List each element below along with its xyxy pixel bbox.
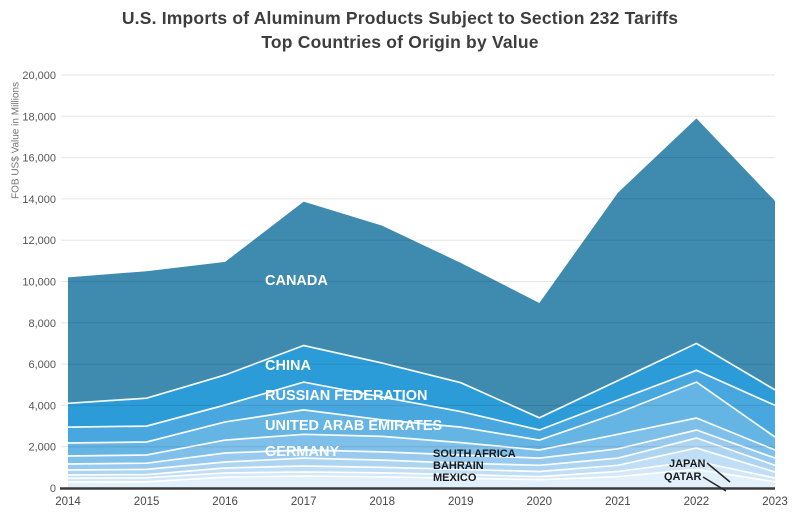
- layer-boundary-south-africa: [67, 429, 776, 465]
- x-tick-label: 2021: [605, 496, 631, 508]
- y-tick-label: 10,000: [22, 277, 56, 289]
- layer-boundary-bahrain: [67, 437, 776, 471]
- area-layer-china: [68, 343, 775, 430]
- layer-boundary-germany: [67, 417, 776, 457]
- y-tick-label: 12,000: [22, 235, 56, 247]
- chart-subtitle: Top Countries of Origin by Value: [261, 32, 539, 52]
- area-layer-qatar: [68, 469, 775, 488]
- country-label-russian-federation: RUSSIAN FEDERATION: [265, 388, 427, 404]
- x-tick-label: 2015: [134, 496, 160, 508]
- area-layer-bahrain: [68, 438, 775, 475]
- leader-line: [706, 462, 731, 483]
- area-layer-russian-federation: [68, 370, 775, 443]
- chart-title: U.S. Imports of Aluminum Products Subjec…: [121, 8, 679, 28]
- layer-boundary-united-arab-emirates: [67, 381, 776, 444]
- layer-boundary-japan: [67, 460, 776, 479]
- leader-line: [702, 476, 727, 492]
- x-tick-label: 2014: [55, 496, 81, 508]
- y-tick-label: 6,000: [28, 359, 56, 371]
- country-label-bahrain: BAHRAIN: [433, 460, 484, 472]
- x-tick-label: 2018: [369, 496, 395, 508]
- x-tick-label: 2023: [762, 496, 788, 508]
- country-label-china: CHINA: [265, 358, 311, 374]
- country-label-mexico: MEXICO: [433, 472, 477, 484]
- layer-boundary-mexico: [67, 447, 776, 476]
- area-layer-south-africa: [68, 430, 775, 470]
- x-tick-label: 2017: [291, 496, 317, 508]
- country-label-japan: JAPAN: [669, 458, 706, 470]
- area-layer-germany: [68, 418, 775, 464]
- area-layer-canada: [68, 118, 775, 418]
- layer-boundary-qatar: [67, 468, 776, 483]
- y-tick-label: 0: [50, 483, 56, 495]
- area-layer-mexico: [68, 448, 775, 479]
- x-tick-label: 2022: [684, 496, 710, 508]
- y-tick-label: 4,000: [28, 400, 56, 412]
- layer-boundary-china: [67, 342, 776, 419]
- country-label-canada: CANADA: [265, 273, 328, 289]
- y-tick-label: 16,000: [22, 153, 56, 165]
- country-label-south-africa: SOUTH AFRICA: [433, 448, 516, 460]
- x-tick-label: 2019: [448, 496, 474, 508]
- country-label-germany: GERMANY: [265, 444, 339, 460]
- y-tick-label: 14,000: [22, 194, 56, 206]
- x-tick-label: 2020: [527, 496, 553, 508]
- y-tick-label: 2,000: [28, 442, 56, 454]
- y-tick-label: 20,000: [22, 70, 56, 82]
- country-label-qatar: QATAR: [664, 471, 702, 483]
- x-tick-label: 2016: [212, 496, 238, 508]
- layer-boundary-russian-federation: [67, 369, 776, 431]
- country-label-united-arab-emirates: UNITED ARAB EMIRATES: [265, 418, 443, 434]
- y-tick-label: 18,000: [22, 111, 56, 123]
- y-tick-label: 8,000: [28, 318, 56, 330]
